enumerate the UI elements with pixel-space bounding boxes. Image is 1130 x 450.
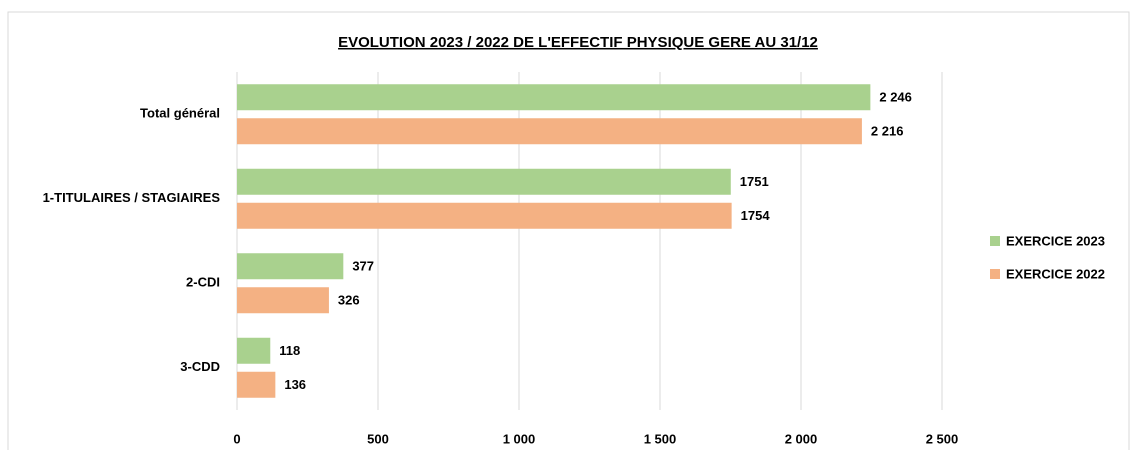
bar [237,253,344,280]
legend-label: EXERCICE 2022 [1006,266,1105,281]
y-tick-label: 1-TITULAIRES / STAGIAIRES [43,190,221,205]
value-label: 1754 [741,208,771,223]
bar [237,84,871,111]
value-label: 2 246 [879,90,912,105]
legend-label: EXERCICE 2023 [1006,233,1105,248]
y-tick-label: 2-CDI [186,275,220,290]
y-tick-label: 3-CDD [180,359,220,374]
chart-border [7,11,1130,450]
x-tick-label: 500 [367,431,389,446]
bar [237,168,731,195]
legend-swatch [990,236,1000,246]
value-label: 377 [352,259,374,274]
bar [237,371,276,398]
value-label: 326 [338,293,360,308]
x-tick-label: 2 000 [785,431,818,446]
legend-swatch [990,269,1000,279]
x-tick-label: 0 [233,431,240,446]
value-label: 136 [284,377,306,392]
bar [237,337,271,364]
bar [237,287,329,314]
x-tick-label: 1 500 [644,431,677,446]
value-label: 2 216 [871,124,904,139]
value-label: 118 [279,343,300,358]
bar [237,202,732,229]
y-tick-label: Total général [140,106,220,121]
value-label: 1751 [740,174,769,189]
chart-title: EVOLUTION 2023 / 2022 DE L'EFFECTIF PHYS… [338,34,818,51]
bar [237,118,862,145]
x-tick-label: 1 000 [503,431,536,446]
x-tick-label: 2 500 [926,431,959,446]
